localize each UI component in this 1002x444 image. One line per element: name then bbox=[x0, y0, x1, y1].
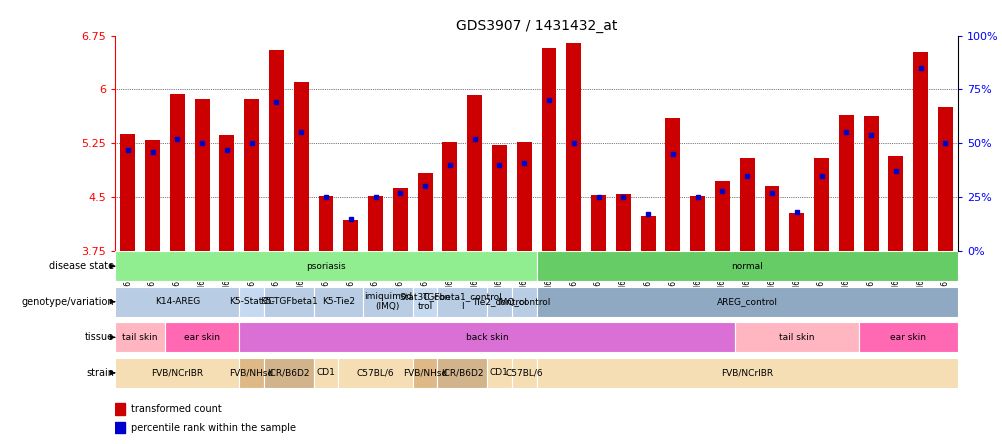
Text: genotype/variation: genotype/variation bbox=[21, 297, 114, 307]
Bar bbox=[319, 196, 333, 251]
Bar bbox=[764, 186, 779, 251]
Text: percentile rank within the sample: percentile rank within the sample bbox=[130, 423, 296, 433]
Bar bbox=[913, 52, 927, 251]
Text: IMQ_control: IMQ_control bbox=[497, 297, 550, 306]
Text: FVB/NCrIBR: FVB/NCrIBR bbox=[151, 369, 203, 377]
Bar bbox=[239, 358, 264, 388]
Text: C57BL/6: C57BL/6 bbox=[505, 369, 542, 377]
Text: ear skin: ear skin bbox=[890, 333, 926, 342]
Bar bbox=[115, 422, 125, 433]
Bar bbox=[615, 194, 630, 251]
Bar bbox=[115, 251, 536, 281]
Bar bbox=[115, 403, 125, 415]
Bar bbox=[363, 286, 412, 317]
Bar bbox=[714, 181, 729, 251]
Bar bbox=[239, 286, 264, 317]
Text: C57BL/6: C57BL/6 bbox=[357, 369, 394, 377]
Bar bbox=[789, 213, 804, 251]
Bar bbox=[343, 220, 358, 251]
Bar bbox=[739, 158, 754, 251]
Bar bbox=[838, 115, 853, 251]
Bar bbox=[338, 358, 412, 388]
Bar bbox=[412, 286, 437, 317]
Bar bbox=[511, 358, 536, 388]
Text: normal: normal bbox=[730, 262, 763, 271]
Bar bbox=[219, 135, 234, 251]
Bar bbox=[937, 107, 952, 251]
Text: ICR/B6D2: ICR/B6D2 bbox=[441, 369, 483, 377]
Bar bbox=[169, 95, 184, 251]
Text: CD1: CD1 bbox=[490, 369, 508, 377]
Bar bbox=[858, 322, 957, 353]
Text: Tie2_control: Tie2_control bbox=[472, 297, 526, 306]
Text: ICR/B6D2: ICR/B6D2 bbox=[268, 369, 310, 377]
Text: back skin: back skin bbox=[465, 333, 508, 342]
Bar bbox=[120, 134, 135, 251]
Bar bbox=[368, 196, 383, 251]
Text: ear skin: ear skin bbox=[184, 333, 219, 342]
Bar bbox=[314, 358, 338, 388]
Bar bbox=[536, 286, 957, 317]
Bar bbox=[115, 322, 164, 353]
Text: K5-Tie2: K5-Tie2 bbox=[322, 297, 355, 306]
Bar bbox=[536, 251, 957, 281]
Bar bbox=[115, 286, 239, 317]
Text: TGFbeta1_control
l: TGFbeta1_control l bbox=[422, 292, 502, 311]
Bar bbox=[888, 156, 903, 251]
Text: disease state: disease state bbox=[49, 261, 114, 271]
Bar bbox=[467, 95, 482, 251]
Text: FVB/NCrIBR: FVB/NCrIBR bbox=[720, 369, 773, 377]
Text: imiquimod
(IMQ): imiquimod (IMQ) bbox=[364, 292, 412, 311]
Bar bbox=[393, 188, 408, 251]
Text: K14-AREG: K14-AREG bbox=[154, 297, 199, 306]
Text: psoriasis: psoriasis bbox=[306, 262, 346, 271]
Text: Stat3C_con
trol: Stat3C_con trol bbox=[399, 292, 450, 311]
Bar bbox=[511, 286, 536, 317]
Text: tissue: tissue bbox=[85, 332, 114, 342]
Text: tail skin: tail skin bbox=[122, 333, 157, 342]
Bar bbox=[640, 216, 655, 251]
Bar bbox=[814, 158, 829, 251]
Bar bbox=[516, 142, 531, 251]
Text: FVB/NHsd: FVB/NHsd bbox=[229, 369, 274, 377]
Bar bbox=[264, 358, 314, 388]
Bar bbox=[487, 286, 511, 317]
Text: FVB/NHsd: FVB/NHsd bbox=[403, 369, 447, 377]
Bar bbox=[412, 358, 437, 388]
Bar bbox=[437, 286, 487, 317]
Bar bbox=[536, 358, 957, 388]
Bar bbox=[590, 195, 605, 251]
Bar bbox=[269, 50, 284, 251]
Bar bbox=[264, 286, 314, 317]
Bar bbox=[689, 196, 704, 251]
Bar bbox=[164, 322, 239, 353]
Bar bbox=[492, 145, 506, 251]
Bar bbox=[863, 116, 878, 251]
Text: K5-TGFbeta1: K5-TGFbeta1 bbox=[260, 297, 318, 306]
Bar bbox=[314, 286, 363, 317]
Bar bbox=[243, 99, 259, 251]
Bar bbox=[734, 322, 858, 353]
Bar bbox=[239, 322, 734, 353]
Text: AREG_control: AREG_control bbox=[716, 297, 777, 306]
Bar bbox=[417, 174, 432, 251]
Text: strain: strain bbox=[86, 368, 114, 378]
Bar bbox=[566, 43, 580, 251]
Bar bbox=[541, 48, 556, 251]
Text: transformed count: transformed count bbox=[130, 404, 221, 414]
Text: K5-Stat3C: K5-Stat3C bbox=[228, 297, 275, 306]
Bar bbox=[194, 99, 209, 251]
Bar bbox=[437, 358, 487, 388]
Text: tail skin: tail skin bbox=[779, 333, 814, 342]
Text: CD1: CD1 bbox=[317, 369, 335, 377]
Bar bbox=[145, 140, 159, 251]
Title: GDS3907 / 1431432_at: GDS3907 / 1431432_at bbox=[456, 19, 616, 33]
Bar bbox=[442, 142, 457, 251]
Bar bbox=[115, 358, 239, 388]
Bar bbox=[487, 358, 511, 388]
Bar bbox=[294, 82, 309, 251]
Bar bbox=[664, 118, 679, 251]
